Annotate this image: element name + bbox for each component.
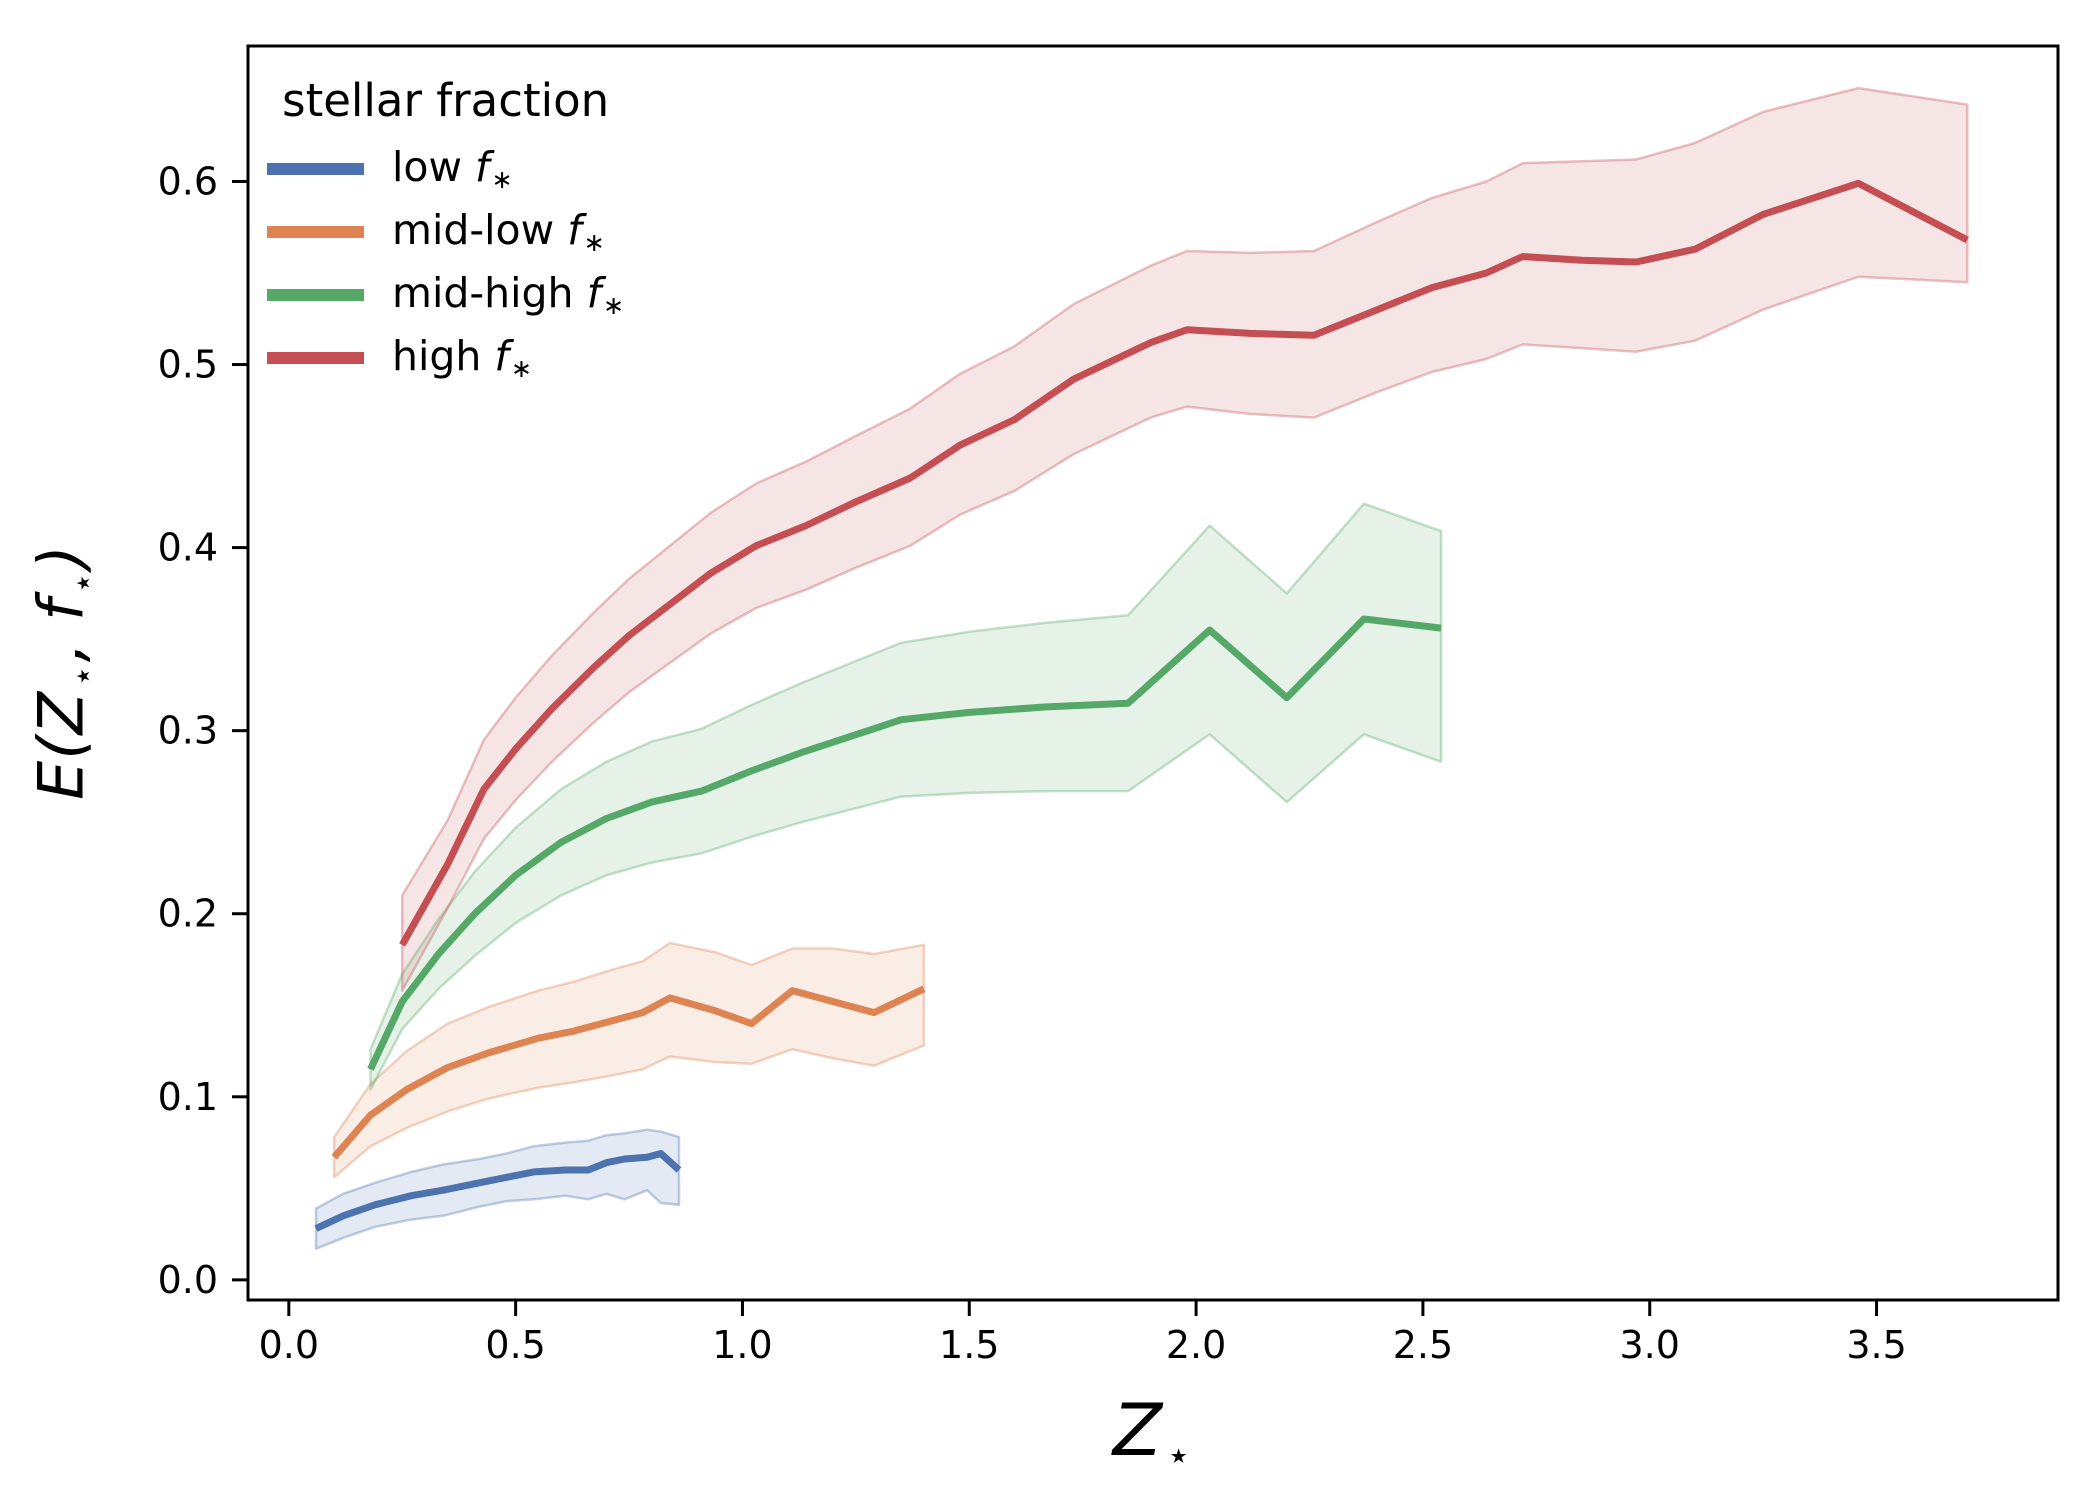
series-line-3 xyxy=(399,179,1969,947)
series-line-0 xyxy=(314,1150,682,1232)
legend-swatch-mid-high-f xyxy=(267,288,364,301)
legend-swatch-low-f xyxy=(267,162,364,175)
x-tick-label: 2.5 xyxy=(1393,1323,1453,1367)
y-tick-label: 0.1 xyxy=(158,1075,218,1119)
y-tick-label: 0.6 xyxy=(158,159,218,203)
y-axis-label: E(Z⋆, f⋆) xyxy=(24,544,104,800)
axes-spines xyxy=(246,44,2060,1302)
star-subscript: ⋆ xyxy=(63,571,104,595)
confidence-band-0 xyxy=(314,1128,681,1250)
confidence-band-3 xyxy=(400,86,1969,992)
confidence-band-2 xyxy=(369,502,1443,1091)
series-line-2 xyxy=(367,615,1442,1071)
legend-title: stellar fraction xyxy=(282,74,610,127)
y-tick-label: 0.3 xyxy=(158,709,218,753)
x-tick-label: 3.5 xyxy=(1846,1323,1906,1367)
x-tick-label: 1.0 xyxy=(712,1323,772,1367)
x-tick-label: 1.5 xyxy=(939,1323,999,1367)
legend-label: high f∗ xyxy=(392,332,533,383)
series-line-1 xyxy=(331,985,926,1160)
y-tick-label: 0.2 xyxy=(158,892,218,936)
legend-swatch-high-f xyxy=(267,351,364,364)
y-tick-label: 0.4 xyxy=(158,526,218,570)
legend-swatch-mid-low-f xyxy=(267,225,364,238)
legend-label: mid-low f∗ xyxy=(392,206,605,257)
legend-item-high-f: high f∗ xyxy=(267,326,624,389)
legend: stellar fraction low f∗ mid-low f∗ mid-h… xyxy=(267,74,624,389)
legend-item-mid-low-f: mid-low f∗ xyxy=(267,200,624,263)
x-tick-label: 2.0 xyxy=(1166,1323,1226,1367)
x-axis-label: Z⋆ xyxy=(1112,1388,1192,1480)
y-tick-label: 0.5 xyxy=(158,343,218,387)
star-subscript: ⋆ xyxy=(1166,1432,1192,1480)
star-subscript: ⋆ xyxy=(63,664,104,688)
legend-item-mid-high-f: mid-high f∗ xyxy=(267,263,624,326)
x-tick-label: 0.0 xyxy=(259,1323,319,1367)
x-tick-label: 0.5 xyxy=(485,1323,545,1367)
x-tick-label: 3.0 xyxy=(1620,1323,1680,1367)
y-tick-label: 0.0 xyxy=(158,1258,218,1302)
legend-label: low f∗ xyxy=(392,143,513,194)
legend-label: mid-high f∗ xyxy=(392,269,625,320)
legend-item-low-f: low f∗ xyxy=(267,137,624,200)
